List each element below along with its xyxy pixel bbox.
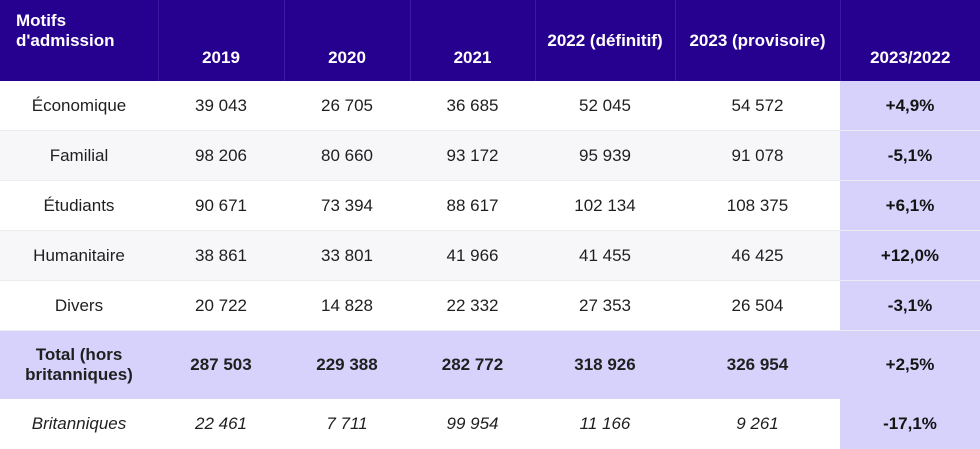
row-label: Étudiants (0, 180, 158, 231)
cell-2019: 38 861 (158, 230, 284, 281)
row-label: Familial (0, 130, 158, 181)
cell-2021: 36 685 (410, 81, 535, 131)
cell-2021: 93 172 (410, 130, 535, 181)
table-row: Divers 20 722 14 828 22 332 27 353 26 50… (0, 280, 980, 331)
cell-2022: 41 455 (535, 230, 675, 281)
cell-2019: 22 461 (158, 399, 284, 449)
header-motifs: Motifs d'admission (0, 0, 158, 81)
cell-2023: 91 078 (675, 130, 840, 181)
cell-2021: 99 954 (410, 399, 535, 449)
row-label: Économique (0, 81, 158, 131)
cell-2022: 11 166 (535, 399, 675, 449)
cell-2019: 39 043 (158, 81, 284, 131)
row-label: Total (hors britanniques) (0, 330, 158, 399)
cell-variation: +6,1% (840, 180, 980, 231)
britanniques-row: Britanniques 22 461 7 711 99 954 11 166 … (0, 399, 980, 449)
cell-2022: 95 939 (535, 130, 675, 181)
cell-2019: 98 206 (158, 130, 284, 181)
cell-2020: 33 801 (284, 230, 410, 281)
row-label: Humanitaire (0, 230, 158, 281)
cell-variation: +12,0% (840, 230, 980, 281)
cell-2020: 80 660 (284, 130, 410, 181)
header-row: Motifs d'admission 2019 2020 2021 2022 (… (0, 0, 980, 81)
table-row: Économique 39 043 26 705 36 685 52 045 5… (0, 81, 980, 131)
table-row: Familial 98 206 80 660 93 172 95 939 91 … (0, 130, 980, 181)
cell-variation: +4,9% (840, 81, 980, 131)
cell-2022: 52 045 (535, 81, 675, 131)
row-label: Divers (0, 280, 158, 331)
header-2022: 2022 (définitif) (534, 0, 675, 81)
cell-variation: +2,5% (840, 330, 980, 399)
table-row: Étudiants 90 671 73 394 88 617 102 134 1… (0, 180, 980, 231)
cell-2023: 54 572 (675, 81, 840, 131)
cell-2019: 287 503 (158, 330, 284, 399)
cell-2023: 108 375 (675, 180, 840, 231)
header-variation: 2023/2022 (839, 0, 980, 81)
cell-2021: 282 772 (410, 330, 535, 399)
cell-2021: 22 332 (410, 280, 535, 331)
cell-2021: 41 966 (410, 230, 535, 281)
cell-2023: 26 504 (675, 280, 840, 331)
cell-2020: 73 394 (284, 180, 410, 231)
header-2023: 2023 (provisoire) (674, 0, 840, 81)
cell-variation: -3,1% (840, 280, 980, 331)
cell-2019: 20 722 (158, 280, 284, 331)
total-row: Total (hors britanniques) 287 503 229 38… (0, 330, 980, 399)
table-row: Humanitaire 38 861 33 801 41 966 41 455 … (0, 230, 980, 281)
header-2020: 2020 (283, 0, 410, 81)
cell-2022: 318 926 (535, 330, 675, 399)
header-2019: 2019 (157, 0, 284, 81)
cell-2022: 27 353 (535, 280, 675, 331)
cell-2020: 14 828 (284, 280, 410, 331)
cell-2022: 102 134 (535, 180, 675, 231)
header-2021: 2021 (409, 0, 535, 81)
cell-variation: -17,1% (840, 399, 980, 449)
row-label: Britanniques (0, 399, 158, 449)
cell-2021: 88 617 (410, 180, 535, 231)
cell-2023: 9 261 (675, 399, 840, 449)
cell-2023: 46 425 (675, 230, 840, 281)
cell-2020: 26 705 (284, 81, 410, 131)
cell-variation: -5,1% (840, 130, 980, 181)
cell-2019: 90 671 (158, 180, 284, 231)
cell-2020: 7 711 (284, 399, 410, 449)
cell-2023: 326 954 (675, 330, 840, 399)
cell-2020: 229 388 (284, 330, 410, 399)
